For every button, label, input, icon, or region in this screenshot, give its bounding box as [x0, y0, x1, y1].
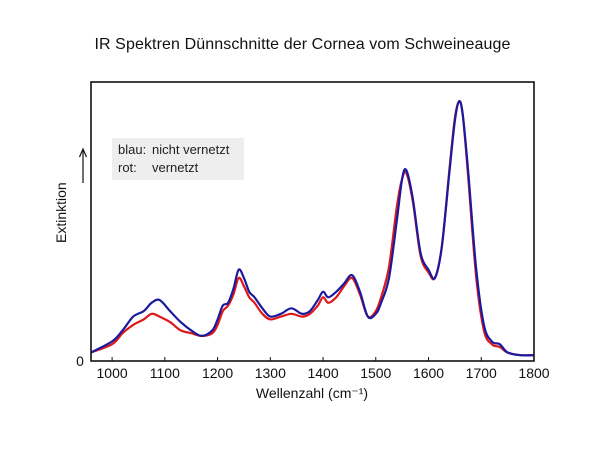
legend-label-red: vernetzt — [152, 160, 199, 175]
legend-prefix-blue: blau: — [118, 142, 146, 157]
legend-label-blue: nicht vernetzt — [152, 142, 230, 157]
x-tick-label-1500: 1500 — [360, 365, 391, 381]
y-axis-arrow-head — [78, 147, 88, 158]
legend-box — [112, 138, 244, 180]
y-tick-label-zero: 0 — [76, 353, 84, 369]
chart-title: IR Spektren Dünnschnitte der Cornea vom … — [94, 36, 511, 53]
legend-prefix-red: rot: — [118, 160, 137, 175]
x-tick-label-1700: 1700 — [466, 365, 497, 381]
series-line-nicht-vernetzt — [90, 100, 535, 357]
x-tick-label-1200: 1200 — [202, 365, 233, 381]
plot-frame — [90, 81, 535, 362]
y-axis-label: Extinktion — [53, 182, 69, 243]
x-tick-label-1400: 1400 — [307, 365, 338, 381]
x-tick-label-1800: 1800 — [518, 365, 549, 381]
x-tick-label-1000: 1000 — [97, 365, 128, 381]
x-tick-label-1600: 1600 — [413, 365, 444, 381]
x-tick-label-1100: 1100 — [150, 365, 180, 381]
x-axis-label: Wellenzahl (cm⁻¹) — [256, 385, 368, 401]
x-tick-label-1300: 1300 — [255, 365, 286, 381]
